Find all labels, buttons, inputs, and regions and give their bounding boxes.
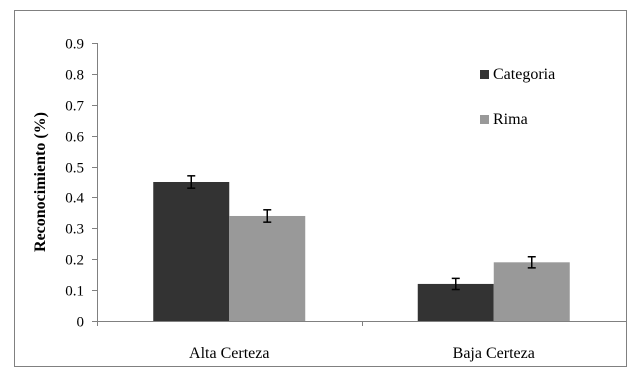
legend-swatch (480, 70, 489, 79)
y-tick-label: 0.9 (65, 37, 84, 53)
y-tick-label: 0 (77, 315, 85, 331)
legend-label: Rima (493, 111, 528, 128)
axes: 0 0.1 0.2 0.3 0.4 0.5 0.6 0.7 0.8 0.9 Alta Certeza… (65, 37, 627, 362)
bar (493, 262, 570, 321)
x-category-label: Baja Certeza (453, 345, 535, 362)
legend: Categoria Rima (480, 66, 555, 128)
y-axis-title-group: Reconocimiento (%) (32, 112, 49, 252)
x-category-label: Alta Certeza (189, 345, 269, 362)
y-tick-label: 0.5 (65, 161, 84, 177)
y-tick-label: 0.1 (65, 284, 84, 300)
y-tick-label: 0.8 (65, 68, 84, 84)
y-tick-label: 0.4 (65, 191, 84, 207)
legend-swatch (480, 115, 489, 124)
y-tick-label: 0.7 (65, 99, 84, 115)
bar (153, 182, 230, 321)
bar (229, 215, 306, 321)
y-tick-label: 0.6 (65, 130, 84, 146)
legend-label: Categoria (493, 66, 555, 83)
y-axis-title: Reconocimiento (%) (32, 112, 49, 252)
y-tick-label: 0.3 (65, 222, 84, 238)
y-tick-label: 0.2 (65, 253, 84, 269)
bars (153, 175, 570, 321)
